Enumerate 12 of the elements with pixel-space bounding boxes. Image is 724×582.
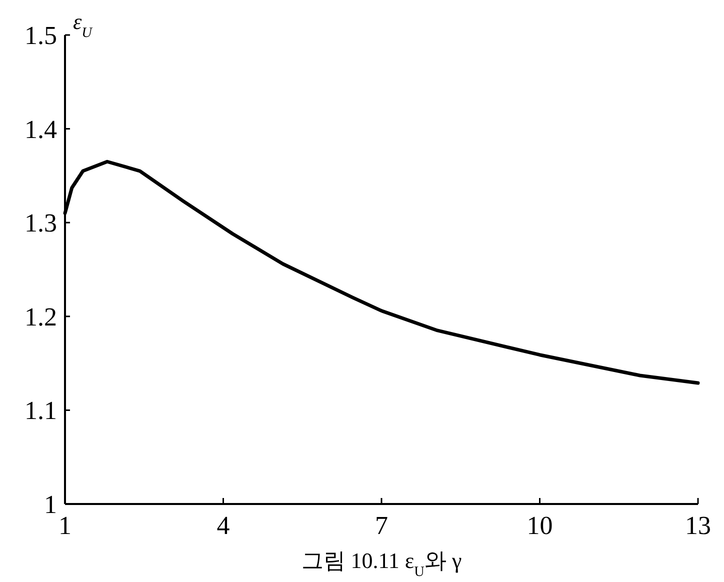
y-tick-label: 1.3	[24, 208, 57, 238]
y-tick-label: 1	[44, 490, 57, 519]
x-tick-label: 7	[375, 511, 388, 540]
y-tick-label: 1.1	[24, 396, 57, 426]
x-tick-label: 13	[685, 511, 711, 540]
y-tick-label: 1.4	[24, 114, 57, 144]
x-tick-label: 4	[216, 511, 230, 540]
caption: 그림 10.11 ε$_{U}$와 γ	[301, 548, 462, 580]
y-tick-label: 1.5	[24, 21, 57, 50]
x-tick-label: 10	[526, 511, 553, 540]
y-axis-title: ε$_{U}$	[73, 9, 94, 41]
y-tick-label: 1.2	[24, 302, 57, 332]
